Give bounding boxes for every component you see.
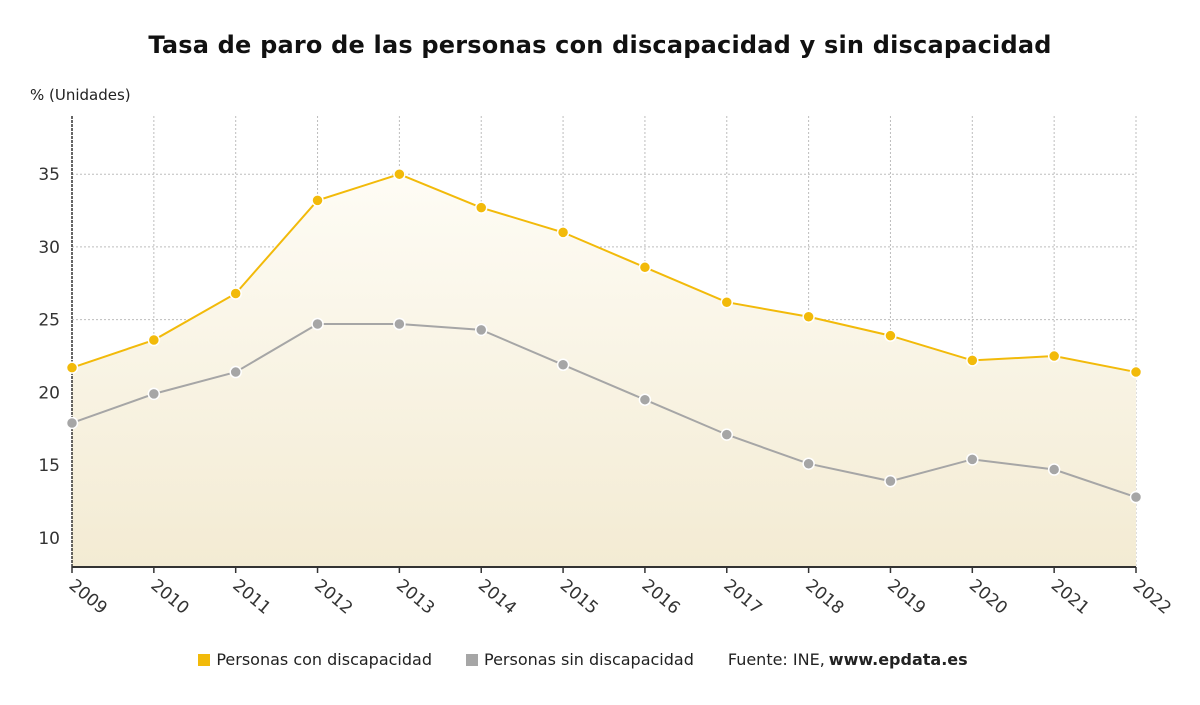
data-point-series2-2022 bbox=[1129, 490, 1143, 504]
series-line-2 bbox=[71, 323, 1137, 499]
legend-label-series2: Personas sin discapacidad bbox=[484, 650, 694, 669]
data-point-series2-2018 bbox=[802, 457, 815, 470]
data-point-series2-2015 bbox=[556, 358, 570, 372]
x-tick-label-2010: 2010 bbox=[147, 576, 193, 619]
y-tick-label-10: 10 bbox=[38, 529, 60, 549]
data-point-series2-2020 bbox=[966, 453, 979, 466]
data-point-series2-2011 bbox=[229, 365, 242, 379]
data-point-series2-2009 bbox=[65, 416, 79, 430]
y-tick-label-20: 20 bbox=[38, 383, 60, 403]
data-point-series2-2012 bbox=[311, 317, 324, 331]
axes bbox=[71, 116, 1137, 573]
area-fill bbox=[72, 174, 1136, 567]
y-axis-unit-label: % (Unidades) bbox=[30, 86, 131, 104]
x-tick-label-2019: 2019 bbox=[883, 576, 929, 619]
data-point-series1-2020 bbox=[966, 354, 979, 367]
chart-title: Tasa de paro de las personas con discapa… bbox=[148, 31, 1052, 59]
data-point-series2-2017 bbox=[720, 428, 734, 441]
legend: Personas con discapacidad Personas sin d… bbox=[0, 650, 1200, 669]
source-label: Fuente: INE, bbox=[727, 650, 825, 669]
y-tick-label-30: 30 bbox=[38, 238, 60, 258]
data-point-series1-2017 bbox=[720, 295, 734, 309]
x-tick-label-2015: 2015 bbox=[556, 576, 602, 619]
source-site: www.epdata.es bbox=[828, 650, 968, 669]
data-point-series2-2013 bbox=[393, 317, 406, 331]
data-points bbox=[65, 167, 1143, 504]
data-point-series1-2011 bbox=[229, 287, 242, 300]
series-lines bbox=[71, 173, 1137, 499]
data-point-series1-2014 bbox=[474, 201, 488, 214]
data-point-series1-2010 bbox=[147, 333, 161, 347]
legend-item-series1: Personas con discapacidad bbox=[198, 650, 432, 669]
legend-label-series1: Personas con discapacidad bbox=[216, 650, 432, 669]
x-tick-label-2014: 2014 bbox=[474, 576, 520, 619]
x-tick-label-2013: 2013 bbox=[392, 576, 438, 619]
data-point-series2-2014 bbox=[474, 323, 488, 337]
y-tick-label-35: 35 bbox=[38, 165, 60, 185]
x-tick-label-2017: 2017 bbox=[720, 576, 766, 619]
data-point-series2-2016 bbox=[638, 393, 652, 406]
y-tick-label-15: 15 bbox=[38, 456, 60, 476]
data-point-series2-2019 bbox=[884, 474, 897, 488]
data-point-series1-2016 bbox=[638, 261, 652, 274]
x-tick-label-2022: 2022 bbox=[1129, 576, 1175, 619]
x-tick-label-2018: 2018 bbox=[801, 576, 847, 619]
data-point-series1-2021 bbox=[1047, 349, 1061, 363]
x-tick-label-2020: 2020 bbox=[965, 576, 1011, 619]
legend-swatch-series2 bbox=[466, 653, 478, 666]
data-point-series2-2010 bbox=[147, 387, 161, 401]
data-point-series1-2019 bbox=[884, 329, 897, 342]
area-under-series1 bbox=[72, 174, 1136, 567]
data-point-series1-2013 bbox=[393, 167, 406, 181]
legend-item-series2: Personas sin discapacidad bbox=[466, 650, 694, 669]
data-point-series1-2018 bbox=[802, 310, 815, 324]
data-point-series1-2015 bbox=[556, 226, 570, 239]
x-tick-label-2009: 2009 bbox=[65, 576, 111, 619]
source-note: Fuente: INE, www.epdata.es bbox=[728, 650, 968, 669]
x-tick-label-2016: 2016 bbox=[638, 576, 684, 619]
x-tick-label-2011: 2011 bbox=[228, 576, 274, 619]
data-point-series1-2009 bbox=[65, 361, 79, 374]
data-point-series2-2021 bbox=[1047, 463, 1061, 476]
x-tick-label-2012: 2012 bbox=[310, 576, 356, 619]
y-tick-label-25: 25 bbox=[38, 311, 60, 331]
data-point-series1-2022 bbox=[1129, 365, 1143, 379]
series-line-1 bbox=[71, 173, 1137, 374]
legend-swatch-series1 bbox=[198, 653, 211, 666]
data-point-series1-2012 bbox=[311, 194, 324, 207]
x-tick-label-2021: 2021 bbox=[1047, 576, 1093, 619]
